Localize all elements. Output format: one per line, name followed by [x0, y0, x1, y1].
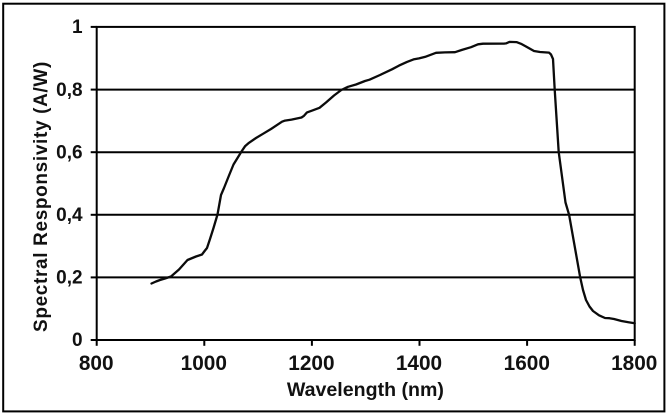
svg-text:1400: 1400 [396, 352, 442, 375]
svg-text:1000: 1000 [181, 352, 227, 375]
svg-text:1: 1 [72, 17, 83, 38]
svg-text:Wavelength (nm): Wavelength (nm) [287, 379, 444, 401]
svg-text:0: 0 [72, 330, 83, 351]
svg-text:0,4: 0,4 [56, 205, 83, 226]
svg-text:1800: 1800 [611, 352, 657, 375]
svg-text:0,2: 0,2 [56, 268, 82, 289]
svg-text:1200: 1200 [288, 352, 334, 375]
svg-text:Spectral Responsivity (A/W): Spectral Responsivity (A/W) [31, 61, 52, 332]
svg-text:0,8: 0,8 [56, 80, 82, 101]
svg-text:800: 800 [79, 352, 114, 375]
svg-text:0,6: 0,6 [56, 142, 82, 163]
svg-text:1600: 1600 [504, 352, 550, 375]
